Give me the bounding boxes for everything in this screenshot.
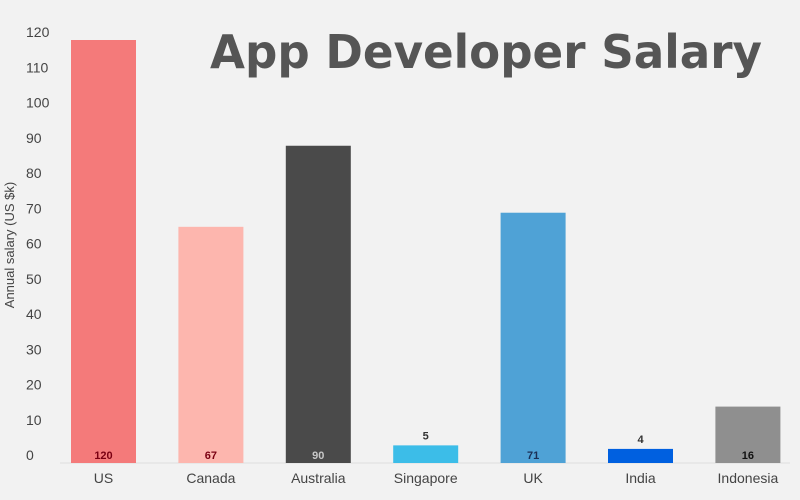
chart-title: App Developer Salary — [210, 25, 762, 79]
y-tick-label: 30 — [26, 341, 42, 357]
y-tick-label: 50 — [26, 271, 42, 287]
bars: 120 US 67 Canada 90 Australia 5 Singapore 71 UK 4 I… — [71, 40, 781, 486]
bar-singapore — [393, 445, 459, 463]
y-tick-label: 120 — [26, 24, 50, 40]
y-tick-label: 100 — [26, 95, 50, 111]
x-tick-label: Australia — [291, 470, 346, 486]
x-tick-label: Singapore — [394, 470, 458, 486]
y-tick-label: 70 — [26, 200, 42, 216]
y-axis: 0 10 20 30 40 50 60 70 80 90 100 110 120 — [26, 24, 50, 463]
x-tick-label: India — [625, 470, 656, 486]
y-axis-label: Annual salary (US $k) — [2, 182, 17, 308]
data-label: 5 — [423, 430, 429, 442]
data-label: 71 — [527, 450, 539, 462]
y-tick-label: 110 — [26, 59, 49, 75]
y-tick-label: 80 — [26, 165, 42, 181]
data-label: 16 — [742, 450, 754, 462]
bar-uk — [500, 212, 566, 463]
bar-australia — [285, 145, 351, 463]
y-tick-label: 20 — [26, 377, 42, 393]
x-tick-label: Indonesia — [718, 470, 779, 486]
data-label: 90 — [312, 450, 324, 462]
data-label: 4 — [637, 434, 644, 446]
x-tick-label: Canada — [186, 470, 235, 486]
y-tick-label: 40 — [26, 306, 42, 322]
bar-canada — [178, 226, 244, 463]
data-label: 67 — [205, 450, 217, 462]
y-tick-label: 10 — [26, 412, 42, 428]
y-tick-label: 60 — [26, 236, 42, 252]
y-tick-label: 0 — [26, 447, 34, 463]
bar-india — [608, 448, 673, 463]
bar-us — [71, 40, 136, 463]
bar-indonesia — [715, 406, 781, 463]
y-tick-label: 90 — [26, 130, 42, 146]
data-label: 120 — [94, 450, 112, 462]
x-tick-label: UK — [523, 470, 543, 486]
x-tick-label: US — [94, 470, 113, 486]
